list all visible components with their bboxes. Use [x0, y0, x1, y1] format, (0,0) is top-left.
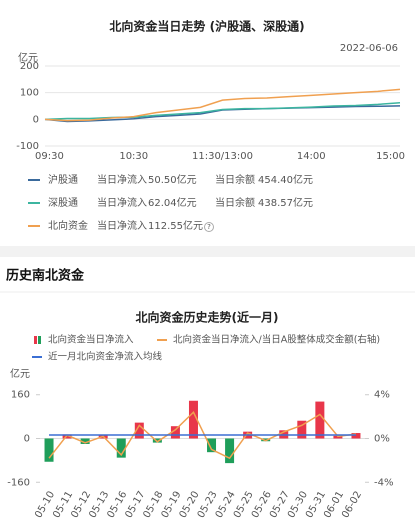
series-line	[44, 102, 401, 121]
help-mark: ?	[207, 223, 211, 231]
net-label: 当日净流入	[97, 196, 147, 209]
net-value: 50.50亿元	[148, 173, 197, 186]
legend-label: 北向资金当日净流入	[48, 334, 134, 346]
bar	[80, 438, 90, 444]
bar	[116, 438, 126, 458]
bar	[207, 438, 217, 453]
legend-label: 近一月北向资金净流入均线	[48, 351, 163, 363]
legend-label: 北向资金当日净流入/当日A股整体成交金额(右轴)	[173, 334, 380, 346]
balance-label: 当日余额	[215, 173, 255, 186]
bar	[170, 426, 180, 439]
date: 2022-06-06	[340, 43, 398, 54]
bar	[333, 435, 343, 439]
y2-tick-label: -4%	[374, 477, 393, 488]
net-label: 当日净流入	[97, 219, 147, 232]
y-unit: 亿元	[10, 367, 30, 380]
net-value: 112.55亿元	[148, 219, 203, 232]
bar	[351, 433, 361, 439]
y-tick-label: 160	[11, 390, 30, 401]
x-tick-label: 10:30	[119, 151, 148, 162]
chart-title: 北向资金历史走势(近一月)	[136, 310, 279, 325]
y-tick-label: -160	[7, 477, 30, 488]
x-tick-label: 11:30/13:00	[192, 151, 253, 162]
legend-name: 北向资金	[48, 219, 88, 232]
bar	[297, 420, 307, 439]
bar	[62, 434, 72, 439]
y-tick-label: 200	[20, 61, 39, 72]
x-tick-label: 09:30	[35, 151, 64, 162]
net-label: 当日净流入	[97, 173, 147, 186]
balance-value: 454.40亿元	[258, 173, 313, 186]
x-tick-label: 14:00	[297, 151, 326, 162]
legend-name: 沪股通	[48, 173, 78, 186]
legend-swatch	[34, 336, 37, 344]
balance-value: 438.57亿元	[258, 196, 313, 209]
bar	[152, 438, 162, 443]
bar	[44, 438, 54, 462]
bar	[134, 422, 144, 439]
section-title: 历史南北资金	[6, 268, 85, 284]
x-tick-label: 15:00	[376, 151, 405, 162]
series-line	[48, 410, 357, 460]
chart-title: 北向资金当日走势 (沪股通、深股通)	[109, 19, 304, 34]
y2-tick-label: 4%	[374, 390, 390, 401]
divider	[0, 246, 415, 257]
y-tick-label: -100	[16, 141, 39, 152]
y-tick-label: 100	[20, 88, 39, 99]
bar	[225, 438, 235, 464]
y-tick-label: 0	[24, 434, 30, 445]
legend-name: 深股通	[48, 197, 78, 209]
series-line	[44, 88, 401, 122]
bar	[315, 401, 325, 439]
y2-tick-label: 0%	[374, 434, 390, 445]
net-value: 62.04亿元	[148, 196, 197, 209]
balance-label: 当日余额	[215, 196, 255, 209]
y-tick-label: 0	[33, 114, 39, 125]
bar	[188, 400, 198, 439]
y-unit: 亿元	[18, 51, 38, 64]
legend-swatch	[38, 336, 41, 344]
help-icon	[204, 222, 214, 232]
